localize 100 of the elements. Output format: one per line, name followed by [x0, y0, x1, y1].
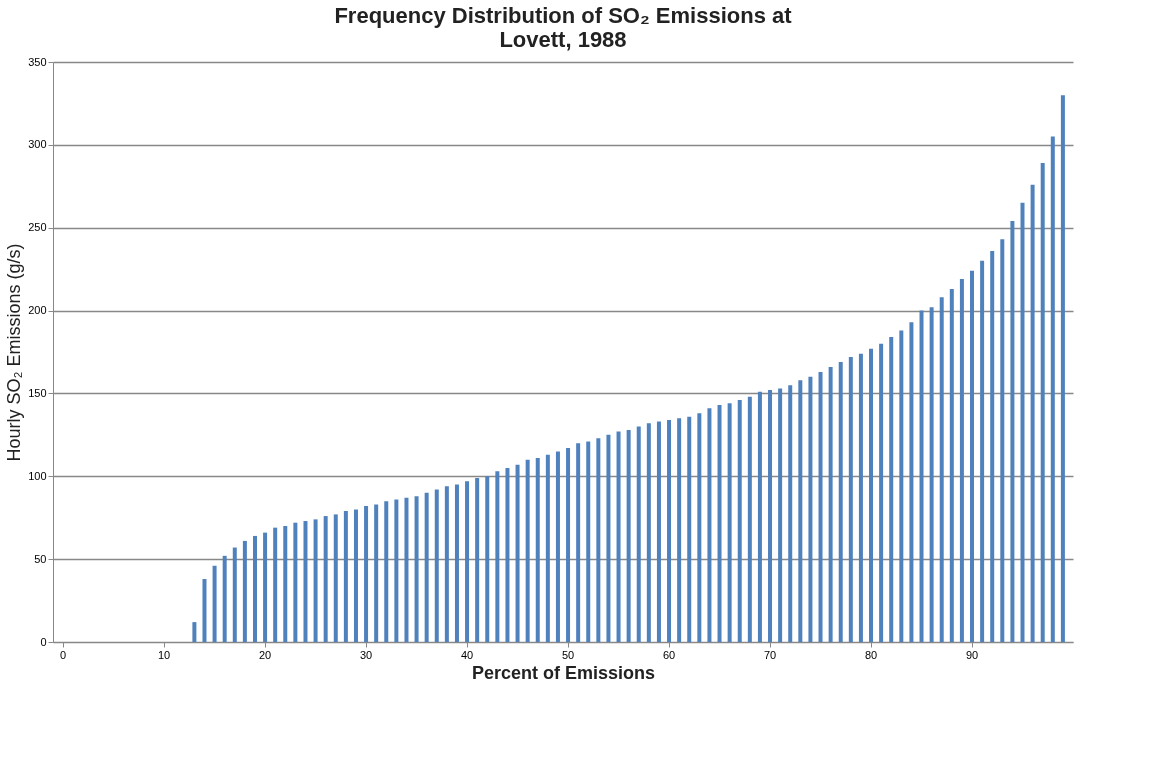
bar — [636, 426, 641, 642]
bar — [586, 441, 591, 642]
bar — [970, 270, 975, 642]
bar — [959, 279, 964, 642]
bar — [333, 514, 338, 642]
bar — [242, 540, 247, 642]
bar — [212, 565, 217, 642]
x-tick-label: 0 — [60, 648, 67, 661]
bar — [616, 431, 621, 642]
y-tick-label: 150 — [28, 386, 47, 399]
bar — [273, 527, 278, 642]
bar — [1020, 202, 1025, 642]
bar — [687, 416, 692, 642]
bar — [1050, 136, 1055, 642]
bar — [980, 260, 985, 642]
bar — [848, 356, 853, 642]
bar — [737, 400, 742, 642]
bar — [303, 521, 308, 642]
bar — [353, 509, 358, 642]
bar — [939, 297, 944, 642]
bar — [1040, 163, 1045, 642]
bar — [646, 423, 651, 642]
x-tick-label: 40 — [460, 648, 474, 661]
bar — [929, 307, 934, 642]
bar — [626, 429, 631, 642]
bar — [444, 486, 449, 642]
bar — [717, 405, 722, 642]
bar — [667, 419, 672, 642]
bar — [596, 438, 601, 642]
bar — [798, 380, 803, 642]
bar — [252, 535, 257, 642]
x-tick-label: 70 — [763, 648, 777, 661]
bar — [990, 250, 995, 642]
x-tick-label: 50 — [561, 648, 575, 661]
bar — [1060, 95, 1065, 642]
y-tick-label: 100 — [28, 469, 47, 482]
bar — [515, 464, 520, 642]
bar — [374, 504, 379, 642]
bar — [778, 388, 783, 642]
bar — [434, 489, 439, 642]
bar — [899, 330, 904, 642]
bar — [606, 434, 611, 642]
bar — [828, 366, 833, 642]
bar — [364, 506, 369, 642]
bar — [677, 418, 682, 642]
bar — [424, 492, 429, 642]
y-tick-label: 300 — [28, 138, 47, 151]
y-tick-label: 200 — [28, 304, 47, 317]
x-tick-label: 10 — [157, 648, 171, 661]
y-tick-label: 50 — [34, 552, 47, 565]
chart-title: Frequency Distribution of SO₂ Emissions at Lovett, 1988 — [334, 3, 793, 52]
bar — [747, 396, 752, 642]
bar — [889, 337, 894, 642]
bar — [858, 353, 863, 642]
bar — [707, 408, 712, 642]
bar — [495, 471, 500, 642]
y-tick-label: 0 — [40, 635, 47, 648]
bar — [384, 501, 389, 642]
bar — [485, 476, 490, 642]
bar — [919, 310, 924, 642]
bar — [465, 481, 470, 642]
bar — [757, 391, 762, 642]
bar — [808, 376, 813, 642]
bar — [949, 289, 954, 642]
y-tick-label: 350 — [28, 55, 47, 68]
bar — [727, 403, 732, 642]
bar — [475, 477, 480, 642]
bar — [1000, 239, 1005, 642]
bar — [323, 516, 328, 642]
x-tick-label: 20 — [258, 648, 272, 661]
bar — [555, 451, 560, 642]
x-tick-label: 60 — [662, 648, 676, 661]
bar — [394, 499, 399, 642]
bar — [313, 519, 318, 642]
bar — [656, 421, 661, 642]
bar — [192, 622, 197, 642]
bar — [525, 459, 530, 642]
bar — [263, 532, 268, 642]
bar — [1030, 184, 1035, 642]
bar — [293, 522, 298, 642]
x-axis-title: Percent of Emissions — [471, 662, 656, 683]
bar — [283, 526, 288, 642]
bar — [414, 496, 419, 642]
bar — [535, 458, 540, 642]
bar — [818, 371, 823, 642]
x-tick-label: 30 — [359, 648, 373, 661]
bar — [566, 448, 571, 642]
bar — [404, 497, 409, 642]
y-axis-title: Hourly SO₂ Emissions (g/s) — [4, 243, 25, 462]
bar — [1010, 221, 1015, 642]
bar — [838, 361, 843, 642]
bar — [768, 390, 773, 642]
bar — [879, 343, 884, 642]
x-tick-label: 80 — [864, 648, 878, 661]
y-tick-label: 250 — [28, 221, 47, 234]
bar — [343, 511, 348, 642]
bar — [202, 579, 207, 642]
bar — [788, 385, 793, 642]
bar — [697, 413, 702, 642]
bar — [232, 547, 237, 642]
